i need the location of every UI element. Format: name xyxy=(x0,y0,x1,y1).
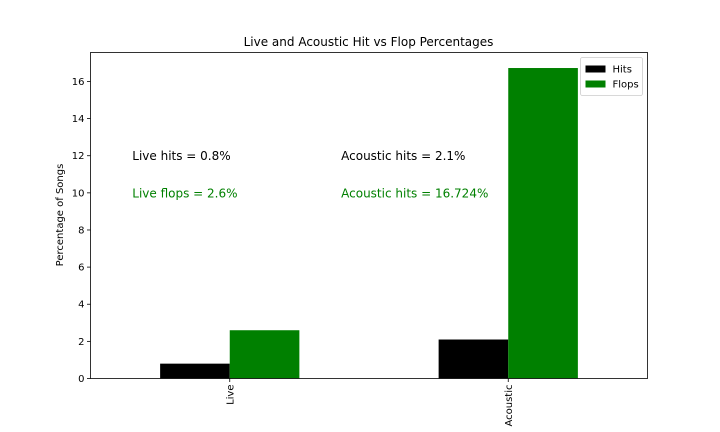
x-tick-label-live: Live xyxy=(225,385,236,405)
annotation-text: Live flops = 2.6% xyxy=(132,186,237,200)
legend: Hits Flops xyxy=(580,57,643,96)
y-tick-label: 8 xyxy=(78,225,84,236)
legend-swatch-flops xyxy=(585,80,606,88)
bar-flops-live xyxy=(229,330,300,379)
annotation-text: Live hits = 0.8% xyxy=(132,149,230,163)
y-tick-label: 6 xyxy=(78,263,84,274)
legend-label-flops: Flops xyxy=(613,80,639,91)
bars-group xyxy=(160,68,578,379)
y-tick-label: 2 xyxy=(78,337,84,348)
legend-swatch-hits xyxy=(585,65,606,73)
x-tick-label-acoustic: Acoustic xyxy=(504,385,515,427)
annotation-text: Acoustic hits = 16.724% xyxy=(341,186,488,200)
bar-hits-acoustic xyxy=(438,339,509,379)
bar-flops-acoustic xyxy=(508,68,578,379)
y-tick-label: 0 xyxy=(78,374,84,385)
y-tick-label: 14 xyxy=(72,114,85,125)
bar-hits-live xyxy=(160,363,230,379)
y-axis-label: Percentage of Songs xyxy=(55,164,66,267)
plot-area-frame xyxy=(90,52,648,379)
chart-title: Live and Acoustic Hit vs Flop Percentage… xyxy=(244,35,494,49)
y-tick-label: 16 xyxy=(72,77,85,88)
y-tick-label: 10 xyxy=(72,188,85,199)
annotations-group: Live hits = 0.8% Live flops = 2.6% Acousti… xyxy=(132,149,488,200)
y-tick-label: 4 xyxy=(78,300,84,311)
legend-label-hits: Hits xyxy=(613,65,632,76)
y-tick-label: 12 xyxy=(72,151,85,162)
annotation-text: Acoustic hits = 2.1% xyxy=(341,149,465,163)
x-ticks-group: Live Acoustic xyxy=(225,378,515,427)
y-ticks-group: 0 2 4 6 8 10 12 14 16 xyxy=(72,77,91,385)
